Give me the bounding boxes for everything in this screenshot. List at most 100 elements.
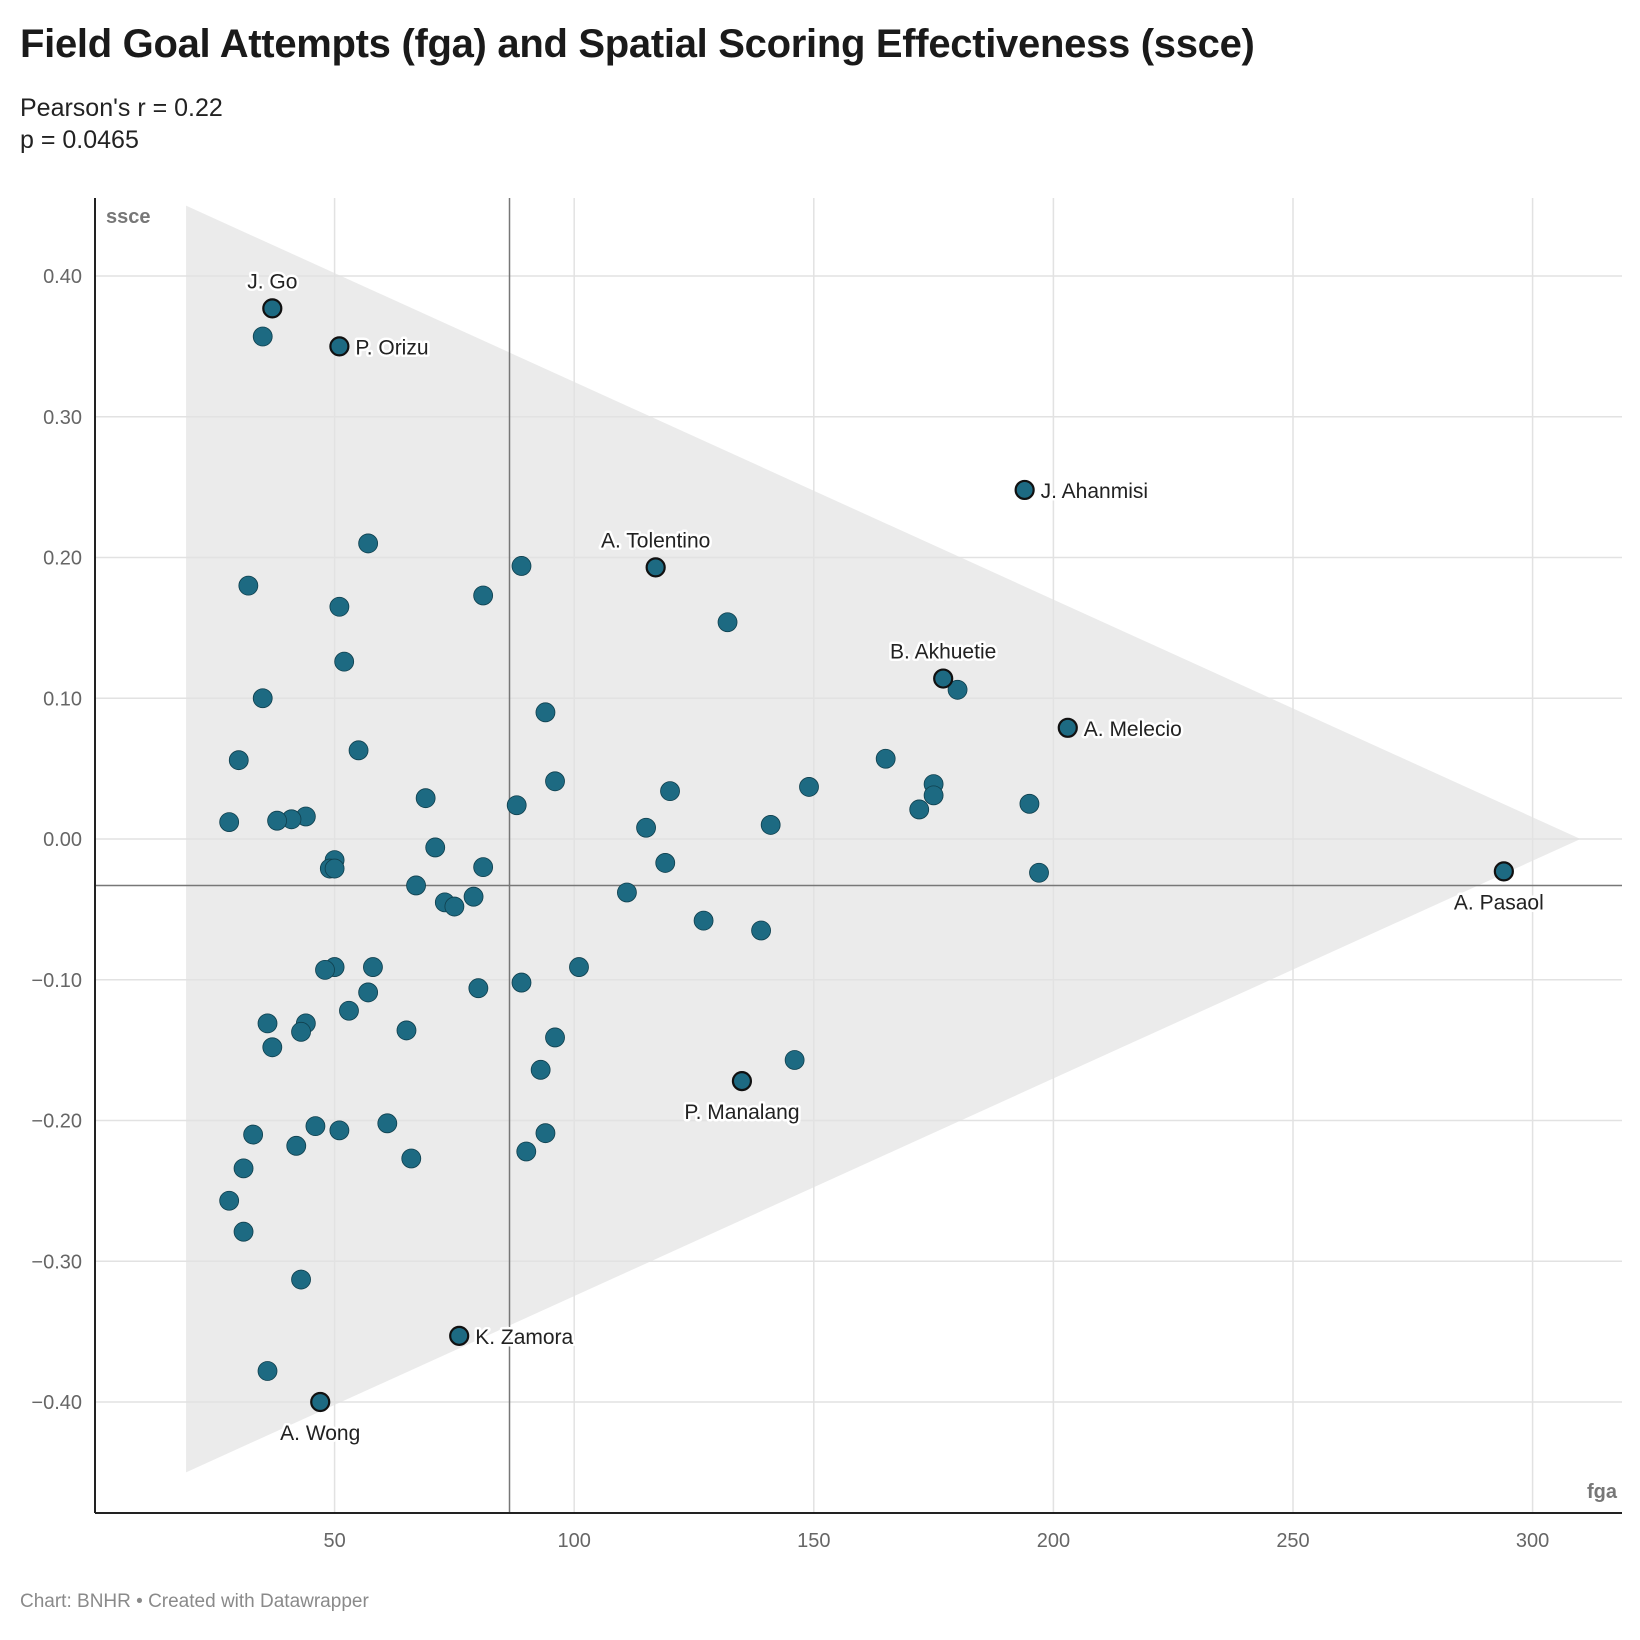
data-point [243, 1124, 264, 1145]
data-point [238, 575, 259, 596]
x-tick-label: 100 [558, 1530, 591, 1552]
y-tick-label: 0.20 [43, 548, 82, 570]
data-point [545, 1027, 565, 1048]
data-point [473, 857, 494, 878]
data-point [569, 957, 589, 977]
y-tick-label: −0.40 [31, 1392, 82, 1414]
highlighted-data-point [262, 298, 283, 319]
data-point [717, 612, 738, 633]
highlighted-data-point [1057, 717, 1078, 738]
axes-layer: 50 100 150 200 250 300 0.40 0.30 0.20 0.10 0.00 −0.… [31, 198, 1622, 1552]
chart-title: Field Goal Attempts (fga) and Spatial Sc… [20, 22, 1255, 66]
data-point [257, 1361, 278, 1381]
data-point [463, 886, 484, 907]
data-point [252, 326, 273, 347]
data-point [324, 858, 345, 879]
y-tick-label: 0.00 [43, 829, 82, 851]
data-point [262, 1037, 283, 1058]
point-label: K. Zamora [475, 1326, 573, 1349]
point-label: P. Manalang [684, 1101, 799, 1124]
data-point [535, 702, 556, 723]
x-tick-label: 300 [1516, 1530, 1549, 1552]
data-point [636, 817, 656, 838]
y-tick-label: −0.20 [31, 1111, 82, 1133]
y-tick-label: 0.30 [43, 407, 82, 429]
data-point [506, 795, 527, 816]
data-point [751, 920, 771, 941]
data-point [228, 750, 249, 771]
highlighted-data-point [1493, 861, 1514, 882]
data-point [516, 1141, 537, 1162]
data-point [286, 1135, 307, 1156]
highlighted-data-point [1014, 479, 1035, 501]
data-point [267, 810, 287, 831]
highlighted-data-point [449, 1325, 470, 1346]
data-point [545, 771, 565, 792]
data-point [219, 812, 240, 833]
point-label: B. Akhuetie [890, 641, 996, 664]
data-point [511, 972, 532, 993]
x-tick-label: 250 [1276, 1530, 1309, 1552]
y-tick-label: −0.30 [31, 1251, 82, 1273]
data-point [233, 1221, 254, 1242]
data-points-layer [219, 298, 1514, 1413]
y-tick-label: 0.10 [43, 688, 82, 710]
data-point [329, 1120, 350, 1141]
highlighted-data-point [645, 557, 666, 578]
x-tick-label: 50 [323, 1530, 345, 1552]
data-point [511, 556, 532, 576]
data-point [358, 982, 379, 1003]
data-point [415, 788, 436, 809]
data-point [875, 748, 896, 769]
data-point [444, 896, 465, 917]
data-point [473, 585, 494, 606]
gridlines-layer [95, 198, 1622, 1513]
data-point [329, 596, 350, 617]
data-point [799, 777, 819, 797]
point-label: A. Wong [280, 1422, 360, 1445]
data-point [291, 1269, 311, 1290]
data-point [1029, 862, 1049, 883]
data-point [693, 910, 714, 931]
highlighted-data-point [933, 668, 954, 689]
point-label: A. Tolentino [601, 529, 710, 552]
x-tick-label: 150 [797, 1530, 830, 1552]
data-point [315, 959, 335, 980]
data-point [655, 853, 676, 873]
data-point [660, 781, 680, 802]
data-point [305, 1116, 326, 1137]
point-label: A. Melecio [1084, 718, 1182, 741]
data-point [617, 882, 637, 903]
reference-lines-layer [95, 198, 1622, 1513]
chart-credit: Chart: BNHR • Created with Datawrapper [20, 1591, 369, 1612]
data-point [257, 1013, 278, 1034]
highlighted-data-point [329, 336, 350, 357]
point-label: J. Go [247, 270, 297, 293]
x-axis-title: fga [1587, 1481, 1618, 1503]
point-label: J. Ahanmisi [1041, 480, 1148, 503]
y-tick-label: −0.10 [31, 970, 82, 992]
chart-subtitle: Pearson's r = 0.22 p = 0.0465 [20, 92, 223, 156]
data-point [923, 785, 944, 806]
pearson-r-note: Pearson's r = 0.22 [20, 94, 223, 122]
point-label: A. Pasaol [1454, 891, 1544, 914]
data-point [760, 815, 781, 835]
data-point [363, 957, 383, 977]
data-point [219, 1190, 240, 1211]
highlighted-data-point [731, 1070, 753, 1092]
point-labels-layer: J. Go P. Orizu J. Ahanmisi A. Tolentino B. A… [245, 268, 1547, 1448]
data-point [339, 1000, 359, 1021]
data-point [784, 1050, 805, 1070]
x-tick-label: 200 [1037, 1530, 1070, 1552]
data-point [535, 1123, 556, 1144]
point-label: P. Orizu [355, 336, 428, 359]
data-point [1019, 793, 1040, 814]
data-point [396, 1020, 417, 1041]
data-point [233, 1158, 254, 1179]
data-point [252, 688, 273, 709]
data-point [334, 651, 355, 672]
highlighted-data-point [310, 1391, 331, 1413]
data-point [348, 740, 369, 761]
data-point [468, 978, 489, 999]
